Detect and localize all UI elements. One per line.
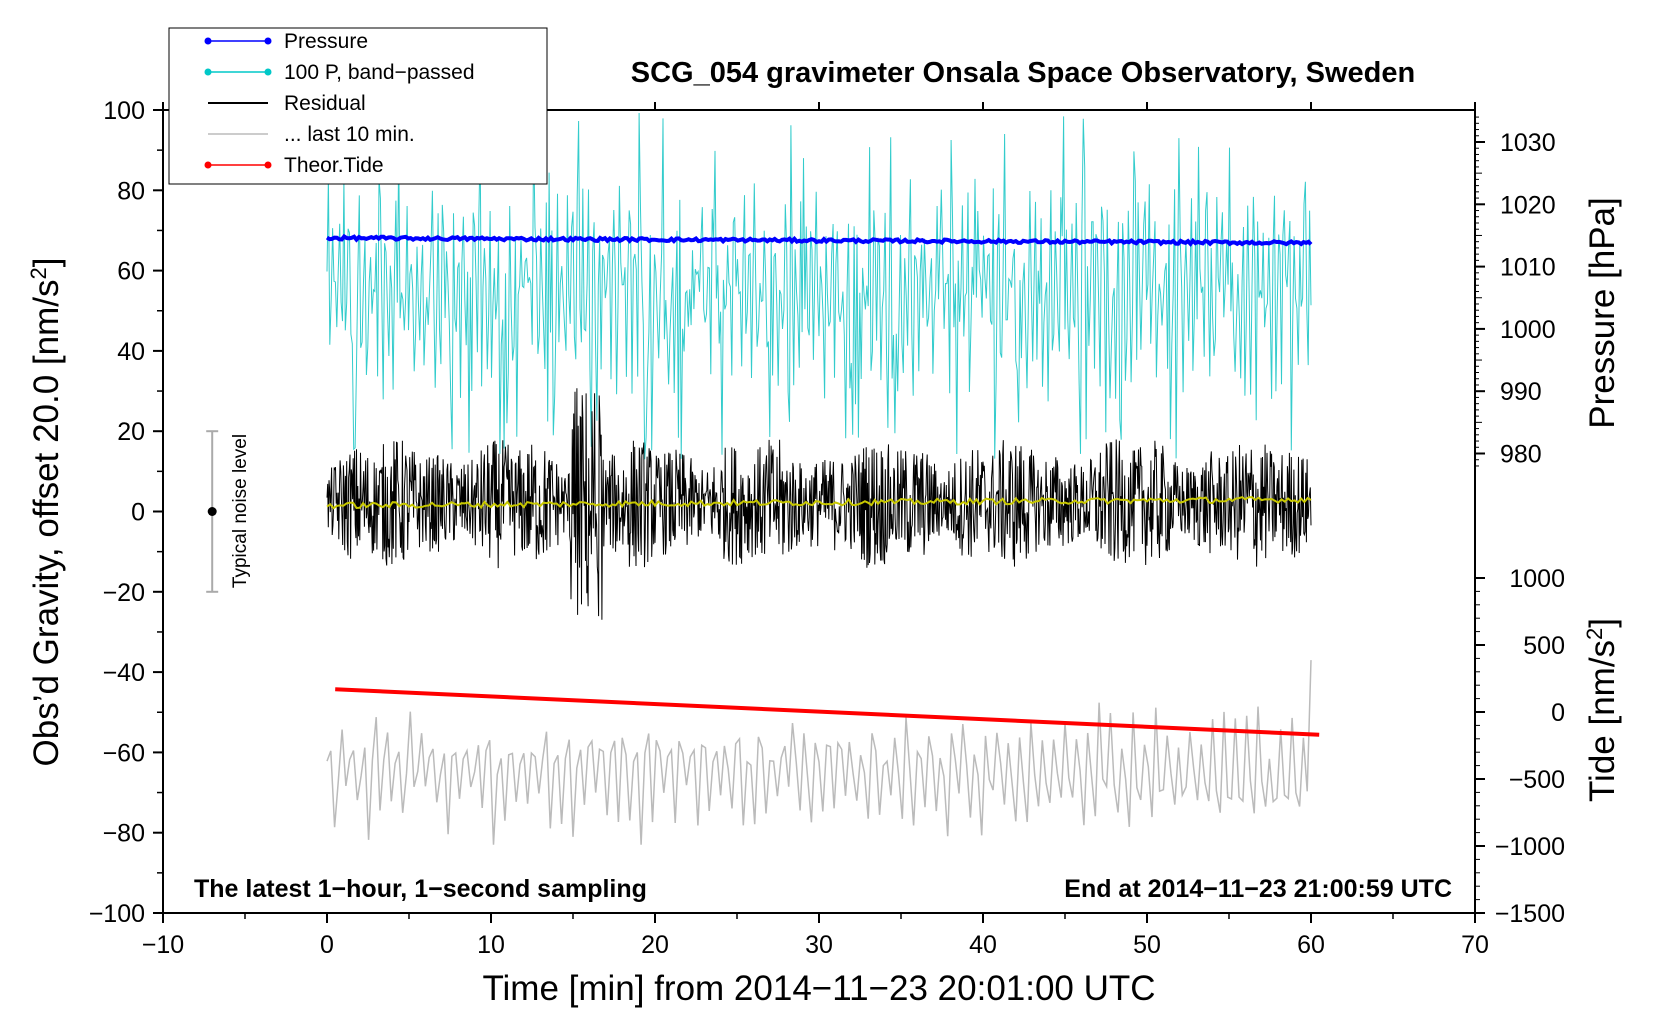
legend-marker-left xyxy=(204,68,212,76)
y-axis-title: Obs’d Gravity, offset 20.0 [nm/s2] xyxy=(26,258,67,767)
legend-marker-right xyxy=(264,37,272,45)
series-last-10-min xyxy=(326,660,1312,845)
pressure-tick-label: 1020 xyxy=(1500,191,1556,219)
y-axis-title-main: Obs’d Gravity, offset 20.0 [nm/s xyxy=(27,280,66,767)
y-axis-title-close: ] xyxy=(27,258,66,268)
pressure-tick-label: 1010 xyxy=(1500,254,1556,282)
pressure-tick-label: 1030 xyxy=(1500,129,1556,157)
x-tick-label: 70 xyxy=(1461,931,1489,959)
annotation-left: The latest 1−hour, 1−second sampling xyxy=(194,875,647,903)
tick-layer: −10 0 10 20 30 40 50 60 70100806040200−20−40−60−… xyxy=(89,97,1565,959)
pressure-axis-title: Pressure [hPa] xyxy=(1583,197,1622,429)
y-tick-label: −100 xyxy=(89,900,145,928)
tide-tick-label: 0 xyxy=(1551,699,1565,727)
y-tick-label: −40 xyxy=(103,659,145,687)
x-tick-label: 20 xyxy=(641,931,669,959)
annotation-right: End at 2014−11−23 21:00:59 UTC xyxy=(1064,875,1452,903)
legend-marker-right xyxy=(264,161,272,169)
tide-tick-label: −1000 xyxy=(1495,833,1565,861)
noise-level-label: Typical noise level xyxy=(230,434,251,588)
legend-label: ... last 10 min. xyxy=(284,123,415,146)
legend-label: Residual xyxy=(284,92,366,115)
y-tick-label: 60 xyxy=(117,258,145,286)
series-layer xyxy=(325,112,1320,845)
x-tick-label: 30 xyxy=(805,931,833,959)
series-residual xyxy=(326,388,1312,620)
noise-level-indicator xyxy=(206,430,219,593)
tide-tick-label: −500 xyxy=(1509,766,1565,794)
tide-tick-label: 1000 xyxy=(1509,565,1565,593)
tide-axis-title: Tide [nm/s2] xyxy=(1582,618,1623,802)
y-tick-label: 100 xyxy=(103,97,145,125)
x-tick-label: −10 xyxy=(142,931,184,959)
y-tick-label: −60 xyxy=(103,739,145,767)
y-tick-label: −80 xyxy=(103,820,145,848)
legend-label: Pressure xyxy=(284,30,368,53)
x-tick-label: 60 xyxy=(1297,931,1325,959)
pressure-tick-label: 990 xyxy=(1500,378,1542,406)
series-residual-smoothed xyxy=(326,496,1312,510)
tide-tick-label: −1500 xyxy=(1495,900,1565,928)
y-tick-label: 80 xyxy=(117,177,145,205)
legend-marker-right xyxy=(264,68,272,76)
x-axis-title: Time [min] from 2014−11−23 20:01:00 UTC xyxy=(482,969,1155,1008)
pressure-tick-label: 1000 xyxy=(1500,316,1556,344)
legend-label: Theor.Tide xyxy=(284,154,384,177)
legend-marker-left xyxy=(204,161,212,169)
legend-label: 100 P, band−passed xyxy=(284,61,475,84)
y-tick-label: −20 xyxy=(103,579,145,607)
y-tick-label: 0 xyxy=(131,499,145,527)
tide-axis-title-close: ] xyxy=(1583,618,1622,628)
pressure-tick-label: 980 xyxy=(1500,441,1542,469)
series-theor-tide xyxy=(335,687,1320,737)
y-axis-title-sup: 2 xyxy=(26,267,51,279)
x-tick-label: 50 xyxy=(1133,931,1161,959)
chart-title: SCG_054 gravimeter Onsala Space Observat… xyxy=(631,57,1415,89)
series-bandpassed-pressure xyxy=(326,112,1312,460)
x-tick-label: 0 xyxy=(320,931,334,959)
legend: Pressure 100 P, band−passed Residual ... la… xyxy=(168,27,548,185)
x-tick-label: 10 xyxy=(477,931,505,959)
x-tick-label: 40 xyxy=(969,931,997,959)
tide-axis-title-sup: 2 xyxy=(1582,628,1607,640)
y-tick-label: 20 xyxy=(117,418,145,446)
tide-tick-label: 500 xyxy=(1523,632,1565,660)
noise-bar-center xyxy=(207,507,217,516)
tide-axis-title-main: Tide [nm/s xyxy=(1583,640,1622,802)
series-pressure xyxy=(325,233,1313,247)
legend-marker-left xyxy=(204,37,212,45)
y-tick-label: 40 xyxy=(117,338,145,366)
legend-box xyxy=(168,27,548,185)
